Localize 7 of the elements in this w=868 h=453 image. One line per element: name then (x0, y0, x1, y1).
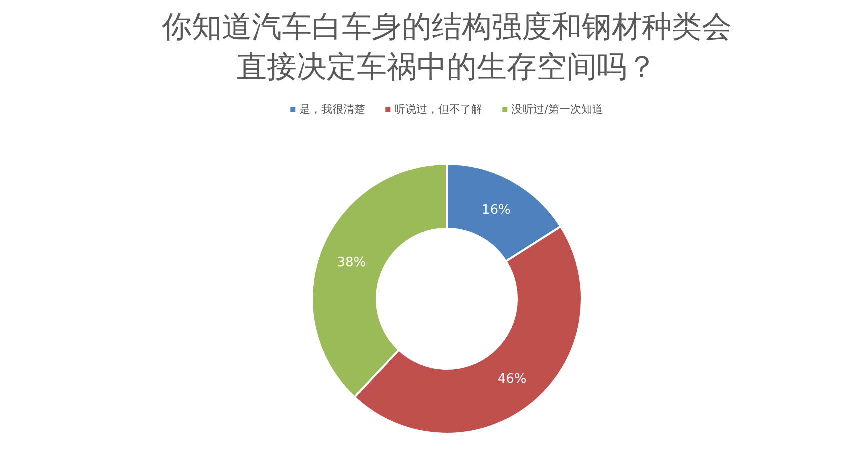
legend-label: 是，我很清楚 (300, 103, 366, 116)
data-label: 16% (482, 203, 511, 218)
data-label: 46% (498, 372, 527, 387)
chart-title: 你知道汽车白车身的结构强度和钢材种类会直接决定车祸中的生存空间吗？ (161, 10, 732, 85)
legend-label: 听说过，但不了解 (394, 103, 483, 116)
legend-label: 没听过/第一次知道 (512, 103, 604, 116)
data-label: 38% (337, 255, 366, 270)
